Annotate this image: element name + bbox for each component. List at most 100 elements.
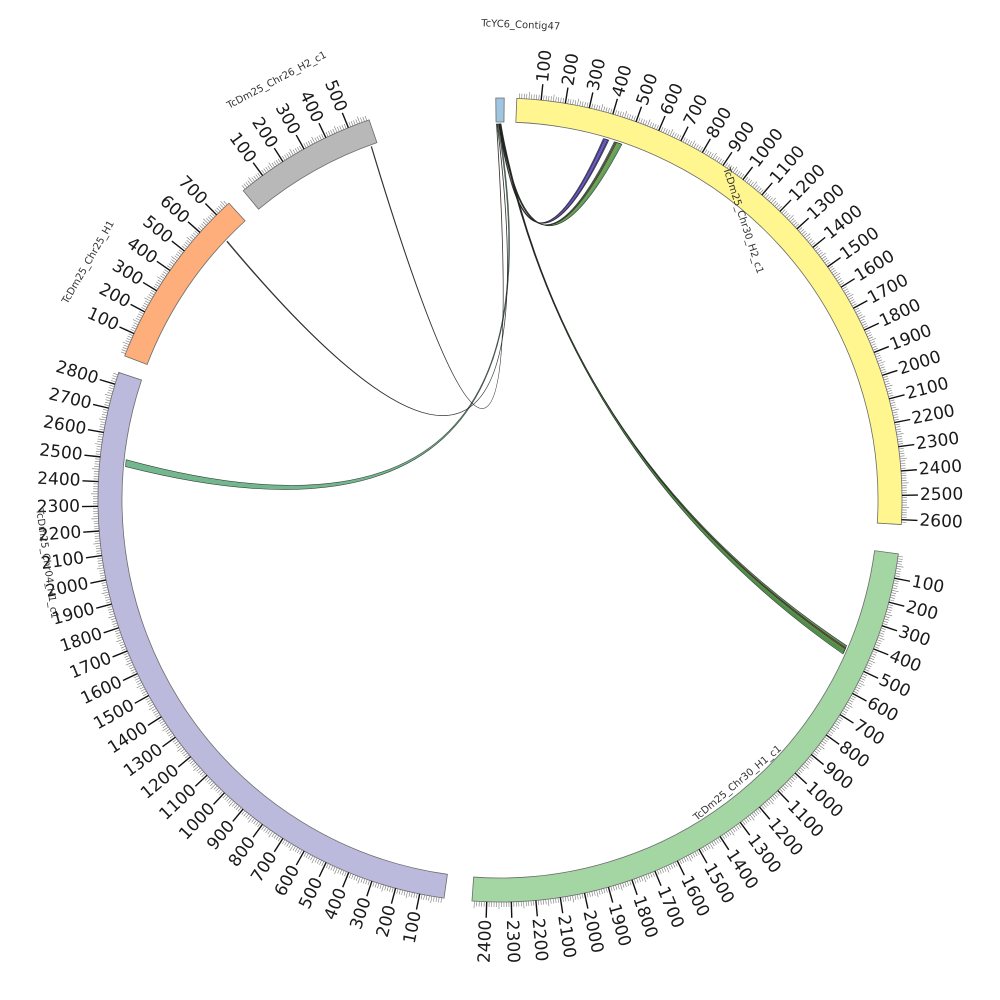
minor-tick bbox=[547, 899, 550, 907]
segment-name-label: TcYC6_Contig47 bbox=[480, 18, 560, 32]
minor-tick bbox=[878, 634, 884, 637]
minor-tick bbox=[875, 643, 880, 647]
minor-tick bbox=[846, 703, 853, 708]
minor-tick bbox=[119, 643, 125, 647]
minor-tick bbox=[892, 411, 898, 414]
minor-tick bbox=[809, 240, 814, 244]
major-tick bbox=[147, 716, 162, 726]
tick-label: 2400 bbox=[37, 469, 81, 491]
minor-tick bbox=[95, 453, 101, 455]
minor-tick bbox=[247, 815, 251, 820]
minor-tick bbox=[897, 440, 903, 443]
minor-tick bbox=[355, 875, 359, 881]
minor-tick bbox=[887, 390, 893, 393]
link-ribbon bbox=[498, 123, 610, 224]
minor-tick bbox=[754, 184, 758, 189]
minor-tick bbox=[875, 641, 881, 645]
minor-tick bbox=[251, 177, 255, 182]
minor-tick bbox=[351, 874, 354, 880]
major-tick bbox=[588, 92, 594, 109]
tick-label: 2700 bbox=[47, 384, 94, 413]
minor-tick bbox=[149, 292, 155, 296]
minor-tick bbox=[817, 249, 822, 254]
minor-tick bbox=[694, 851, 698, 857]
minor-tick bbox=[874, 352, 880, 355]
minor-tick bbox=[355, 119, 358, 125]
minor-tick bbox=[737, 823, 742, 829]
minor-tick bbox=[134, 677, 140, 681]
minor-tick bbox=[636, 877, 639, 883]
minor-tick bbox=[311, 136, 316, 144]
minor-tick bbox=[876, 357, 882, 360]
minor-tick bbox=[420, 894, 423, 900]
minor-tick bbox=[828, 730, 834, 735]
minor-tick bbox=[619, 111, 622, 117]
minor-tick bbox=[95, 540, 101, 542]
minor-tick bbox=[130, 329, 136, 332]
major-tick bbox=[187, 221, 201, 233]
minor-tick bbox=[396, 888, 399, 894]
minor-tick bbox=[156, 281, 161, 285]
minor-tick bbox=[721, 834, 726, 840]
major-tick bbox=[559, 897, 564, 914]
minor-tick bbox=[97, 557, 103, 560]
minor-tick bbox=[815, 748, 820, 753]
minor-tick bbox=[893, 582, 899, 585]
minor-tick bbox=[140, 688, 146, 692]
minor-tick bbox=[348, 122, 351, 127]
minor-tick bbox=[545, 95, 547, 101]
minor-tick bbox=[884, 616, 890, 619]
major-tick bbox=[99, 378, 116, 385]
minor-tick bbox=[717, 837, 721, 843]
minor-tick bbox=[143, 302, 149, 306]
minor-tick bbox=[213, 785, 218, 790]
major-tick bbox=[680, 126, 689, 142]
minor-tick bbox=[273, 834, 277, 839]
major-tick bbox=[722, 151, 733, 166]
minor-tick bbox=[842, 286, 847, 290]
tick-label: 100 bbox=[84, 304, 122, 336]
minor-tick bbox=[263, 827, 267, 832]
tick-label: 2800 bbox=[53, 357, 100, 389]
minor-tick bbox=[171, 256, 178, 261]
minor-tick bbox=[277, 836, 282, 842]
tick-label: 2100 bbox=[553, 914, 579, 960]
major-tick bbox=[156, 260, 171, 272]
minor-tick bbox=[99, 428, 105, 431]
minor-tick bbox=[408, 891, 411, 897]
minor-tick bbox=[255, 174, 259, 179]
minor-tick bbox=[100, 577, 106, 579]
minor-tick bbox=[357, 116, 361, 124]
minor-tick bbox=[871, 343, 876, 346]
minor-tick bbox=[752, 181, 758, 188]
minor-tick bbox=[110, 618, 116, 621]
minor-tick bbox=[577, 98, 579, 106]
minor-tick bbox=[684, 138, 688, 144]
tick-label: 300 bbox=[584, 57, 611, 93]
minor-tick bbox=[818, 744, 825, 750]
minor-tick bbox=[333, 125, 338, 133]
minor-tick bbox=[823, 738, 828, 743]
link-ribbon bbox=[370, 123, 504, 409]
major-tick bbox=[85, 554, 102, 559]
tick-label: 2300 bbox=[37, 497, 81, 518]
minor-tick bbox=[897, 438, 903, 440]
minor-tick bbox=[886, 611, 892, 614]
minor-tick bbox=[749, 814, 755, 821]
major-tick bbox=[825, 734, 840, 745]
tick-label: 500 bbox=[320, 77, 351, 115]
minor-tick bbox=[96, 446, 102, 448]
minor-tick bbox=[113, 625, 119, 628]
minor-tick bbox=[169, 261, 175, 265]
minor-tick bbox=[210, 782, 215, 787]
minor-tick bbox=[774, 202, 779, 207]
major-tick bbox=[881, 625, 898, 632]
minor-tick bbox=[866, 332, 872, 335]
major-tick bbox=[366, 880, 373, 897]
minor-tick bbox=[706, 150, 710, 156]
minor-tick bbox=[869, 338, 876, 342]
minor-tick bbox=[102, 414, 108, 416]
minor-tick bbox=[714, 155, 718, 161]
minor-tick bbox=[833, 724, 840, 730]
minor-tick bbox=[838, 280, 843, 284]
